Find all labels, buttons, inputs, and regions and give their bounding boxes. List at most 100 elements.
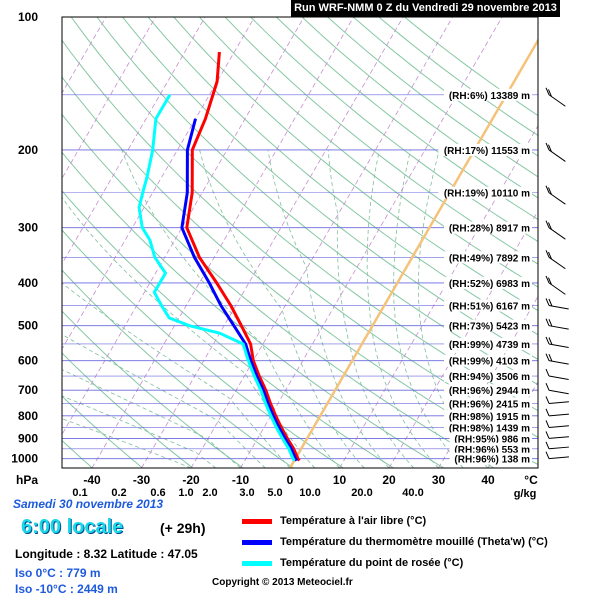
dry-adiabat xyxy=(62,269,294,468)
isotherm xyxy=(141,17,404,468)
wind-barb-shaft xyxy=(548,227,566,240)
level-label-bg xyxy=(444,88,532,101)
level-label: (RH:6%) 13389 m xyxy=(449,91,530,102)
wind-barb xyxy=(545,383,569,395)
wind-barb-shaft xyxy=(548,304,569,310)
plot-frame xyxy=(61,16,539,469)
mixing-ratio-label: 0.1 xyxy=(72,487,87,499)
dew-point-line xyxy=(137,94,296,462)
dry-adiabat xyxy=(0,17,42,468)
wind-barb xyxy=(545,318,569,330)
moist-adiabat xyxy=(121,149,340,468)
legend-label: Température à l'air libre (°C) xyxy=(280,515,427,527)
wind-barb xyxy=(545,431,569,439)
plot-border xyxy=(61,16,539,469)
x-tick-label: 10 xyxy=(333,473,347,487)
level-label: (RH:52%) 6983 m xyxy=(449,279,530,290)
y-tick-label: 800 xyxy=(18,409,38,423)
wind-barb-feather xyxy=(545,250,550,258)
y-tick-label: 200 xyxy=(18,143,38,157)
level-label-bg xyxy=(444,421,532,434)
wind-barb-feather xyxy=(545,431,550,439)
wind-barb xyxy=(545,420,569,428)
mixing-ratio-label: 40.0 xyxy=(402,487,423,499)
y-tick-label: 300 xyxy=(18,221,38,235)
x-axis-label: °C xyxy=(524,473,538,487)
dry-adiabat xyxy=(224,17,538,265)
wind-barb-feather xyxy=(548,337,553,345)
level-label-bg xyxy=(444,319,532,332)
mixing-ratio-unit: g/kg xyxy=(514,488,537,500)
wind-barb-shaft xyxy=(548,149,566,162)
moist-adiabat xyxy=(62,395,217,468)
mixing-ratio-label: 10.0 xyxy=(299,487,320,499)
level-label: (RH:17%) 11553 m xyxy=(444,146,530,157)
moist-adiabat xyxy=(267,149,390,468)
run-title: Run WRF-NMM 0 Z du Vendredi 29 novembre … xyxy=(291,0,560,17)
isotherm xyxy=(190,17,453,468)
iso-0-level: Iso 0°C : 779 m xyxy=(15,566,101,580)
moist-adiabat xyxy=(62,196,316,468)
x-tick-label: 40 xyxy=(481,473,495,487)
dry-adiabat xyxy=(199,17,538,288)
wind-barb-feather xyxy=(547,222,552,230)
wind-barb-feather xyxy=(545,275,550,284)
copyright: Copyright © 2013 Meteociel.fr xyxy=(212,577,353,588)
y-tick-label: 500 xyxy=(18,319,38,333)
mixing-ratio-label: 0.6 xyxy=(150,487,165,499)
level-label: (RH:99%) 4103 m xyxy=(449,357,530,368)
isotherm xyxy=(91,17,354,468)
dry-adiabat xyxy=(147,17,538,336)
wind-barb-feather xyxy=(545,441,550,450)
level-label: (RH:96%) 553 m xyxy=(454,445,530,456)
level-label: (RH:19%) 10110 m xyxy=(444,189,530,200)
wind-barb-shaft xyxy=(548,282,566,295)
wind-barb xyxy=(545,185,566,205)
legend-swatch-blue xyxy=(242,540,272,545)
isotherm xyxy=(62,17,305,436)
level-label: (RH:28%) 8917 m xyxy=(449,224,530,235)
y-tick-label: 900 xyxy=(18,431,38,445)
moist-adiabat xyxy=(199,149,365,468)
level-label: (RH:96%) 2944 m xyxy=(449,386,530,397)
mixing-ratio-label: 0.2 xyxy=(111,487,126,499)
iso-minus10-level: Iso -10°C : 2449 m xyxy=(15,582,118,596)
wind-barb-shaft xyxy=(548,413,569,417)
wind-barb-feather xyxy=(548,319,553,327)
wind-barb-feather xyxy=(547,187,552,195)
wind-barb xyxy=(545,275,566,295)
level-labels: (RH:6%) 13389 m (RH:17%) 11553 m (RH:19%) … xyxy=(438,88,532,466)
moist-adiabat xyxy=(366,149,439,468)
wind-barb-feather xyxy=(545,142,550,151)
wind-barb xyxy=(545,396,569,404)
mixing-ratio-label: 3.0 xyxy=(239,487,254,499)
wind-barb-feather xyxy=(545,87,550,95)
forecast-hour: 6:00 locale xyxy=(21,516,124,538)
dry-adiabat xyxy=(173,17,538,312)
x-tick-label: -10 xyxy=(232,473,250,487)
level-label-bg xyxy=(444,354,532,367)
wind-barb xyxy=(545,441,569,450)
coordinates: Longitude : 8.32 Latitude : 47.05 xyxy=(15,547,198,561)
isotherm xyxy=(62,17,156,180)
level-label-bg xyxy=(444,397,532,410)
wind-barb-feather xyxy=(545,396,550,404)
dry-adiabat xyxy=(70,17,538,412)
x-tick-label: 20 xyxy=(382,473,396,487)
level-label-bg xyxy=(444,337,532,350)
level-label: (RH:94%) 3506 m xyxy=(449,372,530,383)
x-tick-label: 30 xyxy=(432,473,446,487)
dry-adiabat xyxy=(96,17,538,386)
wind-barb-shaft xyxy=(548,192,566,205)
x-tick-label: 0 xyxy=(287,473,294,487)
forecast-date: Samedi 30 novembre 2013 xyxy=(13,497,164,511)
mixing-ratio-label: 20.0 xyxy=(351,487,372,499)
level-label: (RH:96%) 2415 m xyxy=(449,399,530,410)
x-tick-label: -40 xyxy=(83,473,101,487)
wind-barb xyxy=(545,142,566,162)
level-label-bg xyxy=(444,384,532,397)
level-label: (RH:98%) 1915 m xyxy=(449,412,530,423)
y-tick-label: 600 xyxy=(18,354,38,368)
isotherm xyxy=(0,17,7,468)
wind-barb-feather xyxy=(547,251,552,260)
